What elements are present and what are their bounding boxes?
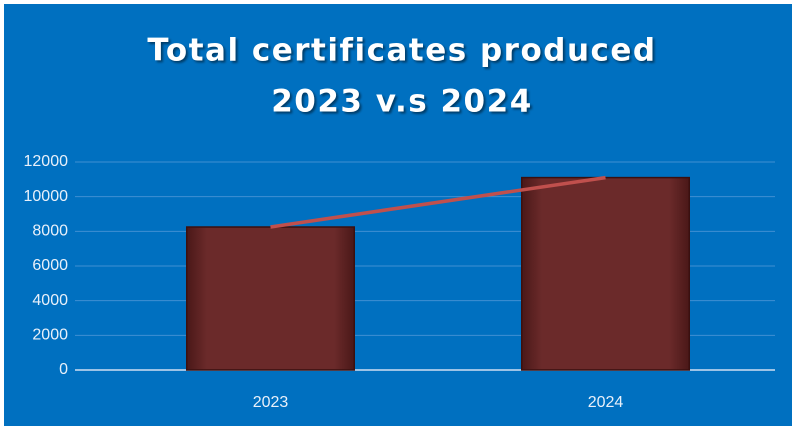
bar [521, 176, 690, 371]
y-tick-label: 12000 [24, 153, 69, 170]
chart-title: 2023 v.s 2024 [271, 84, 533, 120]
chart-title: Total certificates produced [147, 33, 656, 69]
y-tick-label: 0 [59, 361, 68, 378]
y-tick-label: 2000 [32, 327, 68, 344]
y-tick-label: 4000 [32, 292, 68, 309]
bar [186, 226, 355, 371]
y-tick-label: 6000 [32, 257, 68, 274]
y-tick-label: 8000 [32, 223, 68, 240]
x-tick-label: 2023 [253, 394, 289, 411]
y-tick-label: 10000 [24, 188, 69, 205]
x-tick-label: 2024 [588, 394, 624, 411]
line [270, 175, 606, 229]
